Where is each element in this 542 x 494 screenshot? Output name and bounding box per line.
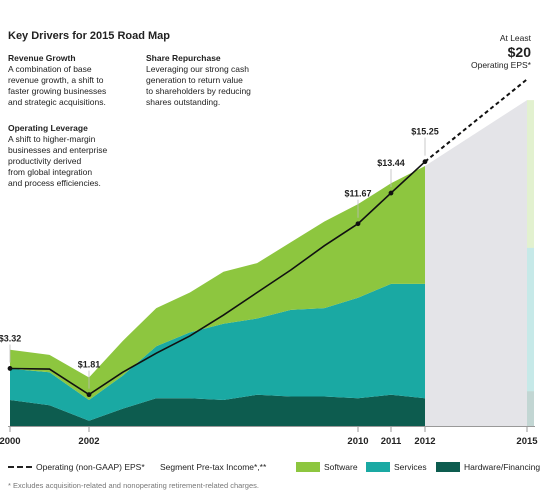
legend-segment-label: Segment Pre-tax Income*,**: [160, 462, 267, 472]
eps-target-value: $20: [507, 44, 531, 60]
hardware-area: [10, 394, 425, 426]
projection-area: [425, 100, 527, 426]
eps-point: [86, 392, 92, 398]
x-tick-label: 2010: [347, 436, 368, 447]
legend-hardware-label: Hardware/Financing: [464, 462, 541, 472]
x-tick-label: 2000: [0, 436, 21, 447]
projection-services-strip: [527, 247, 534, 392]
eps-point: [422, 159, 428, 165]
legend-hardware: Hardware/Financing: [436, 462, 540, 472]
driver-body: A combination of base revenue growth, a …: [8, 64, 107, 107]
legend-services-label: Services: [394, 462, 427, 472]
footnote: * Excludes acquisition-related and nonop…: [8, 481, 259, 490]
driver-heading: Revenue Growth: [8, 53, 76, 63]
eps-projection-line: [424, 78, 528, 163]
x-tick-label: 2012: [414, 436, 435, 447]
eps-point: [7, 366, 13, 371]
projection-hardware-strip: [527, 391, 534, 426]
legend-eps: Operating (non-GAAP) EPS*: [8, 462, 145, 472]
eps-target-prefix: At Least: [499, 33, 531, 43]
legend-software-label: Software: [324, 462, 358, 472]
x-tick-label: 2015: [516, 436, 538, 447]
x-tick-label: 2002: [78, 436, 99, 447]
eps-data-label: $11.67: [344, 189, 371, 199]
eps-data-label: $3.32: [0, 333, 21, 343]
driver-operating-leverage: Operating Leverage A shift to higher-mar…: [8, 123, 107, 189]
eps-data-label: $13.44: [377, 158, 405, 168]
eps-data-label: $15.25: [411, 127, 439, 137]
eps-data-label: $1.81: [78, 360, 101, 370]
driver-heading: Share Repurchase: [146, 53, 221, 63]
driver-body: Leveraging our strong cash generation to…: [146, 64, 251, 107]
services-area: [10, 283, 425, 421]
projection-software-strip: [527, 100, 534, 248]
software-swatch: [296, 462, 320, 472]
chart-title: Key Drivers for 2015 Road Map: [8, 30, 171, 42]
driver-body: A shift to higher-margin businesses and …: [8, 134, 108, 188]
dashed-line-icon: [8, 466, 32, 468]
legend-software: Software: [296, 462, 358, 472]
driver-revenue-growth: Revenue Growth A combination of base rev…: [8, 53, 106, 108]
eps-point: [355, 221, 361, 227]
legend-eps-label: Operating (non-GAAP) EPS*: [36, 462, 145, 472]
legend-segment: Segment Pre-tax Income*,**: [160, 462, 266, 472]
x-tick-label: 2011: [381, 436, 402, 447]
eps-point: [388, 190, 394, 196]
driver-share-repurchase: Share Repurchase Leveraging our strong c…: [146, 53, 251, 108]
eps-target: At Least $20 Operating EPS*: [471, 33, 531, 71]
software-area: [10, 166, 425, 400]
legend-services: Services: [366, 462, 427, 472]
eps-target-label: Operating EPS*: [470, 60, 531, 70]
services-swatch: [366, 462, 390, 472]
driver-heading: Operating Leverage: [8, 123, 88, 133]
hardware-swatch: [436, 462, 460, 472]
